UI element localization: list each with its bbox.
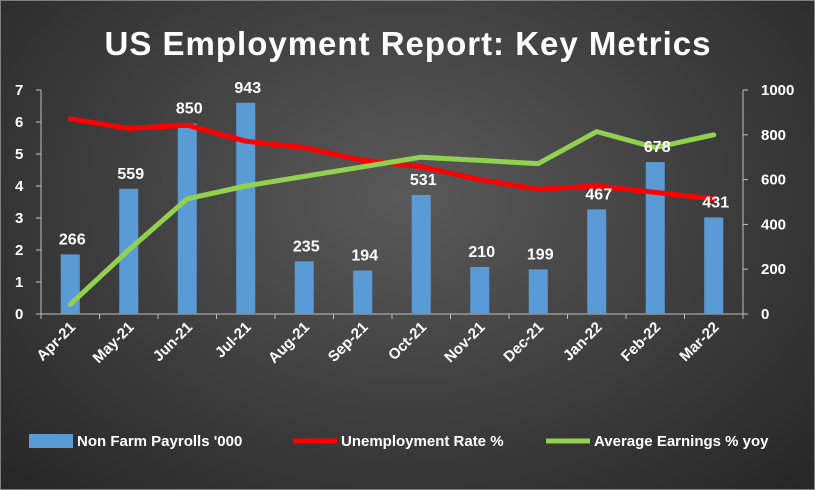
x-axis-tick-label: Sep-21 xyxy=(325,319,372,366)
bar-data-label: 531 xyxy=(410,172,437,189)
line-point xyxy=(128,127,130,129)
x-axis-tick-label: May-21 xyxy=(90,319,138,367)
legend-entry-label: Average Earnings % yoy xyxy=(594,433,769,450)
bar-data-label: 850 xyxy=(176,101,203,118)
bar-data-label: 678 xyxy=(644,139,671,156)
line-point xyxy=(537,163,539,165)
chart-title: US Employment Report: Key Metrics xyxy=(105,25,712,62)
line-point xyxy=(654,191,656,193)
line-point xyxy=(69,303,71,305)
bar-data-label: 266 xyxy=(59,231,86,248)
x-axis-tick-label: Mar-22 xyxy=(676,319,722,365)
right-axis-tick-label: 0 xyxy=(761,306,769,323)
left-axis-tick-label: 3 xyxy=(15,210,23,227)
line-point xyxy=(303,147,305,149)
bar xyxy=(528,269,548,314)
left-axis-tick-label: 7 xyxy=(15,82,23,99)
line-point xyxy=(537,188,539,190)
bar xyxy=(294,261,314,314)
bar xyxy=(236,102,256,314)
bar xyxy=(645,162,665,314)
x-axis-tick-label: Jul-21 xyxy=(212,319,255,362)
legend-entry-label: Unemployment Rate % xyxy=(341,433,504,450)
left-axis-tick-label: 4 xyxy=(15,178,24,195)
data-labels: 266 559 850 943 235 194 531 210 199 467 678 431 xyxy=(59,80,729,265)
left-axis-tick-label: 6 xyxy=(15,114,23,131)
line-point xyxy=(420,156,422,158)
line-point xyxy=(596,185,598,187)
line-point xyxy=(128,249,130,251)
x-axis-tick-label: Feb-22 xyxy=(618,319,664,365)
legend-swatch-bar xyxy=(29,434,73,448)
bar xyxy=(704,217,724,314)
line-series xyxy=(67,116,717,307)
line-point xyxy=(596,131,598,133)
line-point xyxy=(69,118,71,120)
x-axis-tick-label: Apr-21 xyxy=(33,319,79,365)
line-point xyxy=(245,185,247,187)
right-axis-tick-label: 200 xyxy=(761,261,786,278)
x-axis-tick-label: Aug-21 xyxy=(265,319,313,367)
bar-data-label: 943 xyxy=(234,80,261,97)
bar-data-label: 431 xyxy=(702,194,729,211)
bar-data-label: 210 xyxy=(468,244,495,261)
line-point xyxy=(654,147,656,149)
left-axis-tick-label: 0 xyxy=(15,306,23,323)
line-point xyxy=(303,175,305,177)
x-axis-tick-label: Nov-21 xyxy=(441,319,488,366)
x-axis-tick-label: Jun-21 xyxy=(150,319,196,365)
right-axis-tick-label: 1000 xyxy=(761,82,794,99)
line-point xyxy=(362,159,364,161)
left-axis-tick-label: 5 xyxy=(15,146,23,163)
line-point xyxy=(186,124,188,126)
average-earnings-line xyxy=(67,129,717,307)
legend-entry-label: Non Farm Payrolls '000 xyxy=(77,433,242,450)
bar xyxy=(587,209,607,314)
bar-data-label: 235 xyxy=(293,238,320,255)
line-point xyxy=(420,166,422,168)
line-point xyxy=(713,198,715,200)
line-point xyxy=(186,198,188,200)
line-point xyxy=(479,179,481,181)
right-axis-tick-label: 400 xyxy=(761,216,786,233)
line-point xyxy=(245,140,247,142)
unemployment-rate-line xyxy=(67,116,717,202)
bar-data-label: 194 xyxy=(351,248,378,265)
bar xyxy=(470,266,490,314)
bar xyxy=(411,195,431,314)
bar xyxy=(353,270,373,314)
bar-data-label: 199 xyxy=(527,246,554,263)
line-point xyxy=(362,166,364,168)
bar-data-label: 467 xyxy=(585,186,612,203)
legend: Non Farm Payrolls '000 Unemployment Rate … xyxy=(29,433,769,450)
left-axis-tick-label: 2 xyxy=(15,242,23,259)
x-axis-tick-label: Oct-21 xyxy=(385,319,430,364)
right-axis-tick-label: 600 xyxy=(761,172,786,189)
bar xyxy=(177,123,197,314)
bar-data-label: 559 xyxy=(117,166,144,183)
x-axis-tick-label: Dec-21 xyxy=(500,319,547,366)
x-axis-tick-label: Jan-22 xyxy=(560,319,606,365)
bar-series xyxy=(60,102,724,314)
line-point xyxy=(713,134,715,136)
left-axis-tick-label: 1 xyxy=(15,274,23,291)
line-point xyxy=(479,159,481,161)
right-axis-tick-label: 800 xyxy=(761,127,786,144)
